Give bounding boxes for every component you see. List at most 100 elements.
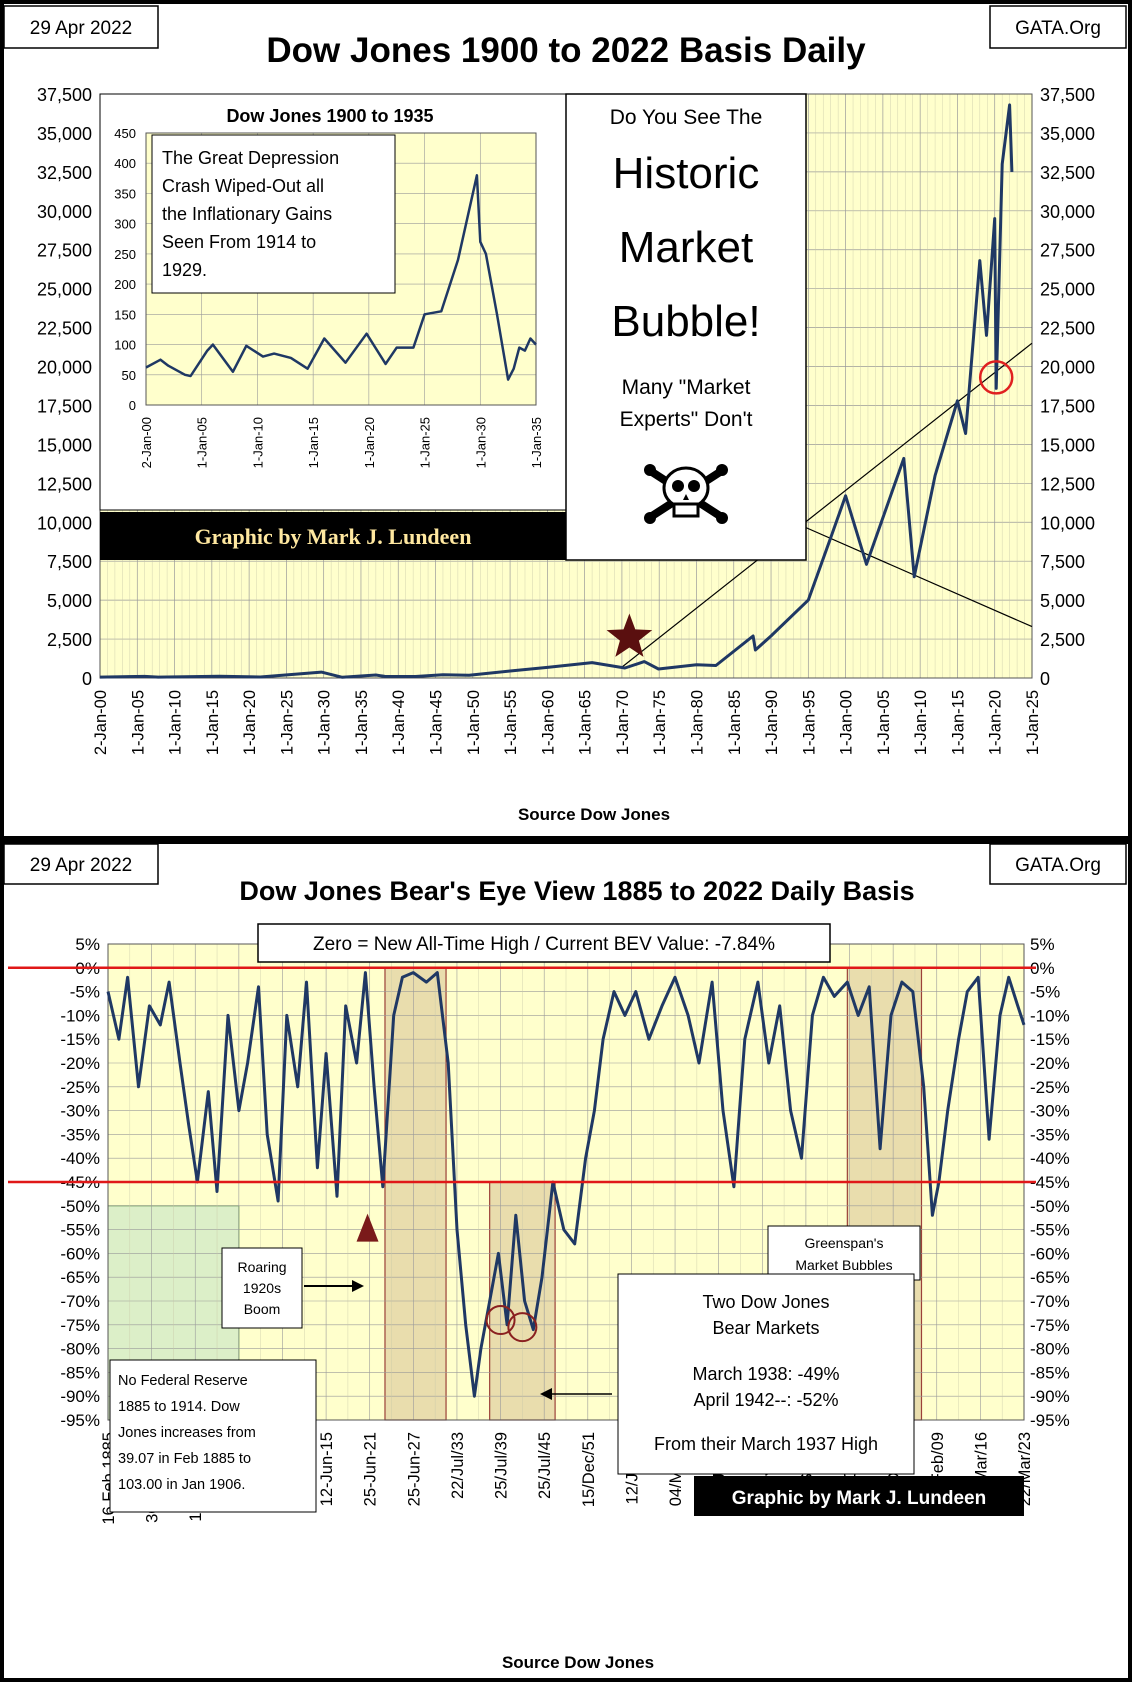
y-tick-label: -5% — [70, 983, 100, 1002]
inset-chart: Dow Jones 1900 to 1935 0 50 100 150 200 250 30… — [99, 93, 567, 511]
trendline — [800, 524, 1033, 628]
site-box — [989, 843, 1127, 885]
reference-lines — [8, 966, 1036, 1184]
bear-title-1: Two Dow Jones — [702, 1292, 829, 1312]
roaring-box — [221, 1247, 303, 1329]
bear-box — [617, 1273, 915, 1475]
inset-y-tick-label: 400 — [114, 156, 136, 171]
y-tick-label: 37,500 — [1040, 85, 1095, 105]
y-tick-label: 30,000 — [1040, 202, 1095, 222]
bears-eye-view-chart: 5% 0% -5% -10% -15% -20% -25% -30% -35% -40% -45% -… — [0, 840, 1132, 1682]
y-tick-label: 32,500 — [1040, 163, 1095, 183]
y-tick-label: 7,500 — [47, 552, 92, 572]
skull-crossbones-icon — [644, 464, 728, 524]
bear-foot: From their March 1937 High — [654, 1434, 878, 1454]
y-tick-label: -30% — [60, 1102, 100, 1121]
date-stamp: 29 Apr 2022 — [30, 855, 132, 876]
y-tick-label: 0% — [1030, 959, 1055, 978]
y-tick-label: 37,500 — [37, 85, 92, 105]
y-tick-label: -25% — [60, 1078, 100, 1097]
y-axis-right: 0 2,500 5,000 7,500 10,000 12,500 15,000 17,500… — [1040, 85, 1095, 689]
bev-line — [106, 971, 1026, 1398]
inset-x-tick-label: 1-Jan-05 — [195, 417, 210, 468]
circle-marker — [978, 360, 1014, 395]
y-tick-label: -15% — [1030, 1030, 1070, 1049]
x-tick-label: 1-Jan-45 — [428, 690, 446, 755]
inset-note-line: Seen From 1914 to — [162, 232, 316, 252]
y-tick-label: 20,000 — [1040, 358, 1095, 378]
y-tick-label: -85% — [1030, 1363, 1070, 1382]
y-tick-label: -55% — [1030, 1221, 1070, 1240]
inset-plot-border — [145, 132, 537, 406]
y-tick-label: -70% — [60, 1292, 100, 1311]
y-tick-label: -40% — [1030, 1149, 1070, 1168]
y-tick-label: 15,000 — [1040, 435, 1095, 455]
y-axis-left: 5%0%-5%-10%-15%-20%-25%-30%-35%-40%-45%-… — [60, 935, 100, 1430]
x-tick-label: 15/Dec/51 — [580, 1432, 598, 1507]
y-tick-label: 7,500 — [1040, 552, 1085, 572]
inset-x-tick-label: 1-Jan-35 — [529, 417, 544, 468]
y-tick-label: 27,500 — [37, 241, 92, 261]
chart-title: Dow Jones 1900 to 2022 Basis Daily — [266, 31, 866, 70]
inset-note-line: 1929. — [162, 260, 207, 280]
y-tick-label: -90% — [1030, 1387, 1070, 1406]
y-tick-label: -50% — [1030, 1197, 1070, 1216]
y-tick-label: 5% — [1030, 935, 1055, 954]
site-box — [989, 5, 1127, 49]
x-tick-label: 1-Jan-75 — [651, 690, 669, 755]
y-tick-label: -90% — [60, 1387, 100, 1406]
inset-y-tick-label: 50 — [122, 368, 136, 383]
inset-note: The Great Depression Crash Wiped-Out all t… — [162, 148, 339, 280]
y-tick-label: 30,000 — [37, 202, 92, 222]
y-tick-label: -45% — [1030, 1173, 1070, 1192]
y-tick-label: 0 — [82, 669, 92, 689]
site-label: GATA.Org — [1015, 18, 1101, 39]
x-tick-label: 1-Jan-30 — [316, 690, 334, 755]
inset-x-tick-label: 2-Jan-00 — [139, 417, 154, 468]
x-tick-label: 1-Jan-85 — [726, 690, 744, 755]
y-axis-left: 0 2,500 5,000 7,500 10,000 12,500 15,000 17,500… — [37, 85, 92, 689]
x-axis: 2-Jan-00 1-Jan-05 1-Jan-10 1-Jan-15 1-Jan-20… — [92, 690, 1042, 755]
x-tick-label: 1-Jan-80 — [688, 690, 706, 755]
inset-x-axis: 2-Jan-00 1-Jan-05 1-Jan-10 1-Jan-15 1-Jan-20… — [139, 417, 544, 468]
x-tick-label: 25-Jun-21 — [362, 1432, 380, 1506]
y-tick-label: 35,000 — [37, 124, 92, 144]
y-axis-right: 5% 0% -5% -10% -15% -20% -25% -30% -35% -40% -45% -… — [1030, 935, 1070, 1430]
greenspan-line-2: Market Bubbles — [795, 1257, 892, 1273]
y-tick-label: -95% — [60, 1411, 100, 1430]
y-tick-label: -95% — [1030, 1411, 1070, 1430]
x-tick-label: 1-Jan-55 — [502, 690, 520, 755]
inset-note-line: The Great Depression — [162, 148, 339, 168]
fed-line-5: 103.00 in Jan 1906. — [118, 1477, 245, 1493]
x-tick-label: 1-Jan-35 — [353, 690, 371, 755]
bear-title-2: Bear Markets — [712, 1318, 819, 1338]
y-tick-label: 12,500 — [37, 474, 92, 494]
inset-x-tick-label: 1-Jan-15 — [306, 417, 321, 468]
inset-note-line: Crash Wiped-Out all — [162, 176, 324, 196]
y-tick-label: 22,500 — [1040, 319, 1095, 339]
info-box — [257, 923, 831, 963]
inset-x-tick-label: 1-Jan-10 — [250, 417, 265, 468]
fed-line-1: No Federal Reserve — [118, 1373, 248, 1389]
x-tick-label: 25-Jun-27 — [405, 1432, 423, 1506]
y-tick-label: 17,500 — [1040, 396, 1095, 416]
y-tick-label: 27,500 — [1040, 241, 1095, 261]
y-tick-label: 2,500 — [47, 630, 92, 650]
y-tick-label: 12,500 — [1040, 474, 1095, 494]
signature: Graphic by Mark J. Lundeen — [732, 1488, 986, 1509]
x-tick-label: 1-Jan-05 — [875, 690, 893, 755]
fed-line-3: Jones increases from — [118, 1425, 256, 1441]
dow-jones-price-chart: 0 2,500 5,000 7,500 10,000 12,500 15,000 17,500… — [0, 0, 1132, 840]
y-tick-label: -75% — [1030, 1316, 1070, 1335]
x-tick-label: 1-Jan-10 — [912, 690, 930, 755]
y-tick-label: -10% — [60, 1006, 100, 1025]
y-tick-label: -60% — [60, 1244, 100, 1263]
trendlines — [621, 342, 1033, 668]
site-label: GATA.Org — [1015, 855, 1101, 876]
circle-marker — [485, 1305, 516, 1336]
inset-x-tick-label: 1-Jan-25 — [418, 417, 433, 468]
inset-note-line: the Inflationary Gains — [162, 204, 332, 224]
inset-series — [145, 174, 537, 381]
x-axis-label: Source Dow Jones — [502, 1653, 654, 1672]
x-tick-label: 1-Jan-90 — [763, 690, 781, 755]
